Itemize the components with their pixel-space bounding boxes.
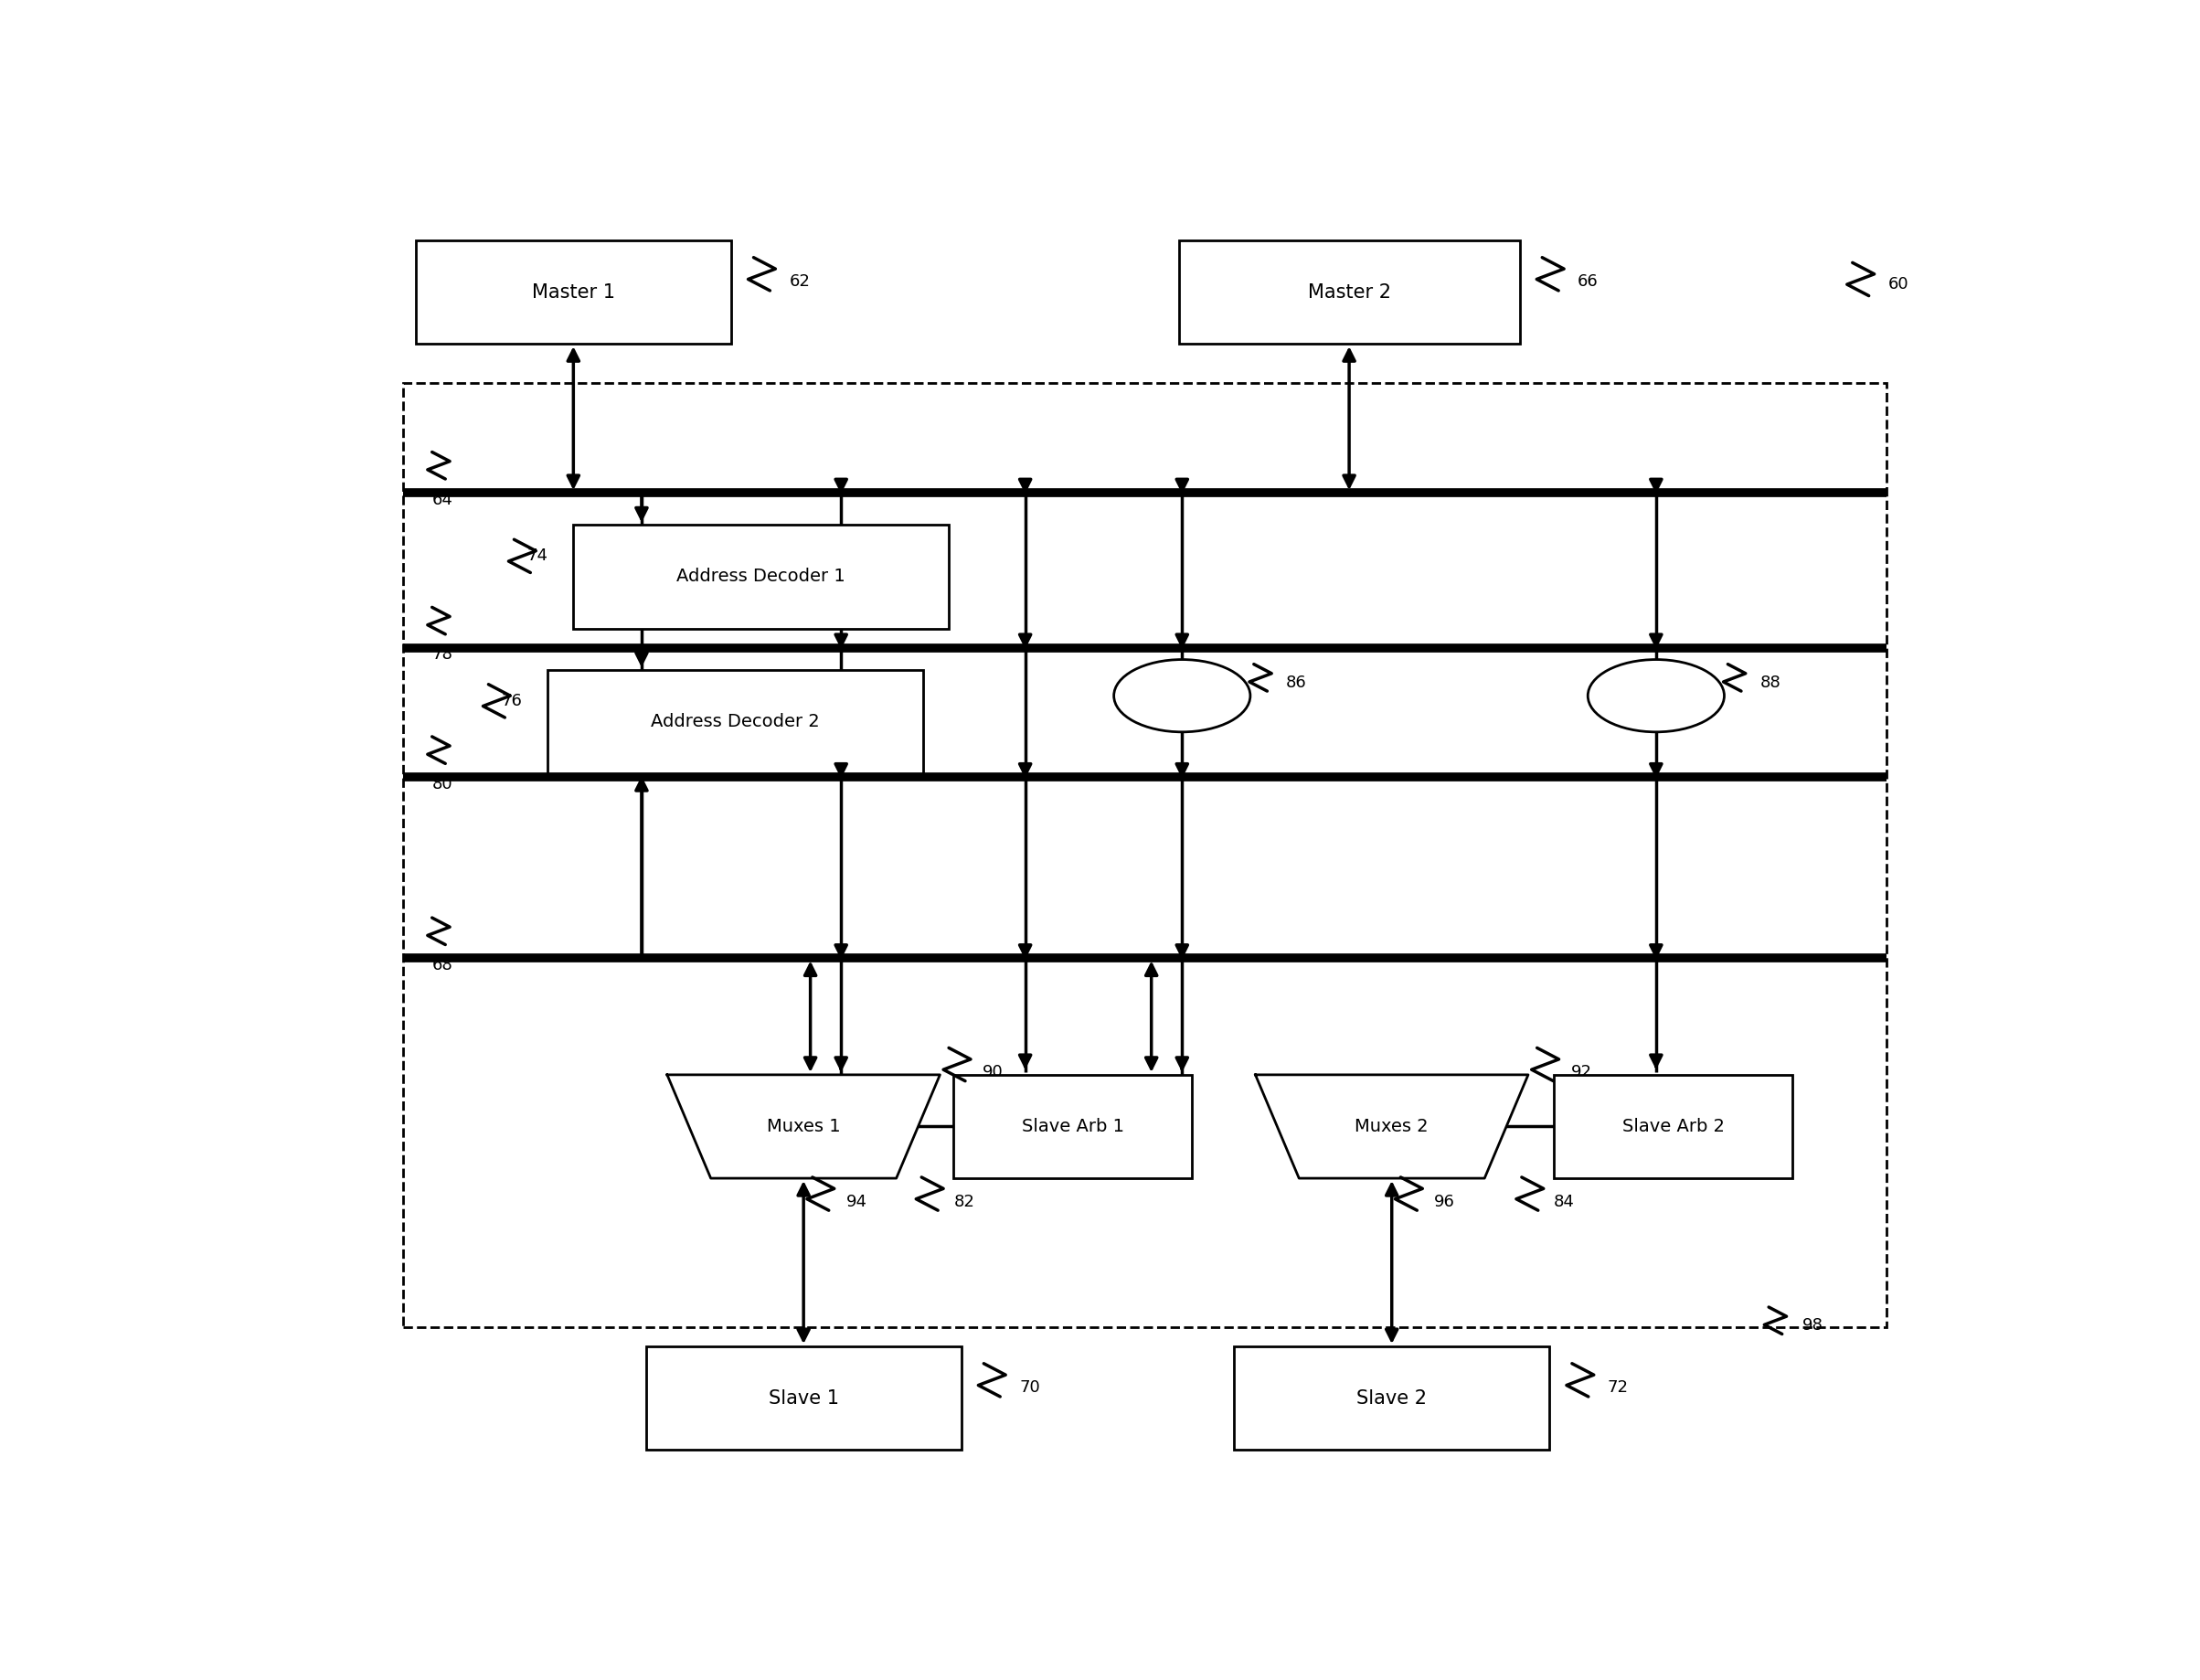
FancyBboxPatch shape <box>1234 1346 1549 1450</box>
Text: Address Decoder 2: Address Decoder 2 <box>651 712 821 731</box>
Text: Slave 1: Slave 1 <box>768 1389 838 1408</box>
Text: 82: 82 <box>953 1193 975 1210</box>
Text: 94: 94 <box>847 1193 867 1210</box>
Text: 72: 72 <box>1608 1379 1628 1396</box>
Text: Muxes 1: Muxes 1 <box>768 1117 840 1136</box>
FancyBboxPatch shape <box>647 1346 961 1450</box>
Text: 64: 64 <box>431 491 453 507</box>
Text: 78: 78 <box>431 647 453 664</box>
Text: Muxes 2: Muxes 2 <box>1355 1117 1428 1136</box>
Text: Address Decoder 1: Address Decoder 1 <box>675 568 845 585</box>
Text: Slave 2: Slave 2 <box>1357 1389 1428 1408</box>
Text: 76: 76 <box>502 692 521 709</box>
Text: 80: 80 <box>431 776 453 793</box>
Text: Master 2: Master 2 <box>1307 282 1390 301</box>
Text: 92: 92 <box>1571 1063 1593 1080</box>
Text: 86: 86 <box>1287 675 1307 690</box>
Text: 62: 62 <box>790 274 810 291</box>
FancyBboxPatch shape <box>574 524 948 628</box>
Text: 74: 74 <box>526 548 548 564</box>
FancyBboxPatch shape <box>953 1075 1192 1178</box>
Text: 96: 96 <box>1434 1193 1456 1210</box>
Text: 90: 90 <box>983 1063 1003 1080</box>
Text: 68: 68 <box>431 958 453 973</box>
FancyBboxPatch shape <box>1553 1075 1793 1178</box>
FancyBboxPatch shape <box>416 240 730 344</box>
Text: 88: 88 <box>1760 675 1780 690</box>
Text: Slave Arb 2: Slave Arb 2 <box>1621 1117 1725 1136</box>
Text: Slave Arb 1: Slave Arb 1 <box>1021 1117 1124 1136</box>
Polygon shape <box>667 1075 939 1178</box>
Text: 66: 66 <box>1577 274 1599 291</box>
Text: Master 1: Master 1 <box>532 282 616 301</box>
Text: 98: 98 <box>1802 1317 1824 1334</box>
Ellipse shape <box>1588 660 1725 732</box>
FancyBboxPatch shape <box>548 670 924 773</box>
Text: 84: 84 <box>1553 1193 1575 1210</box>
Polygon shape <box>1256 1075 1529 1178</box>
Text: 60: 60 <box>1888 276 1910 292</box>
Ellipse shape <box>1113 660 1250 732</box>
Text: 70: 70 <box>1019 1379 1041 1396</box>
FancyBboxPatch shape <box>1179 240 1520 344</box>
